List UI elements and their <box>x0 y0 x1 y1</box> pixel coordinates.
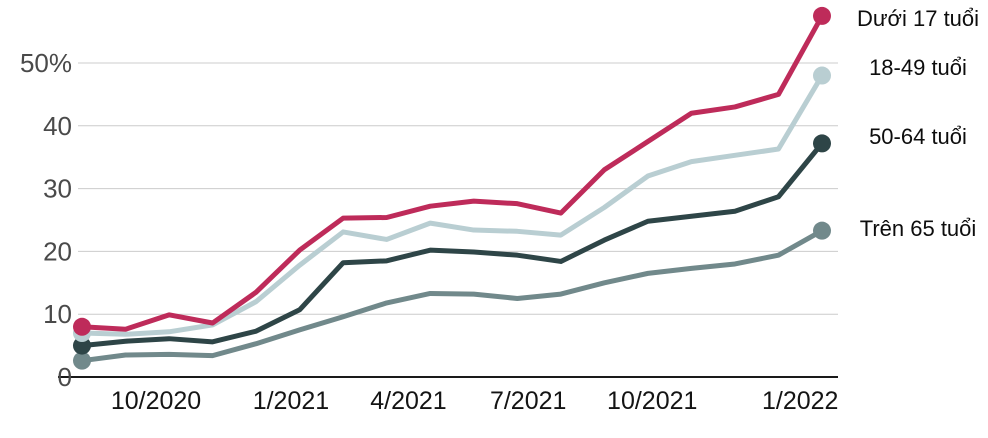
series-start-dot-over-65 <box>73 351 91 370</box>
y-tick-label: 40 <box>43 111 72 141</box>
series-start-dot-50-64 <box>73 336 91 355</box>
x-tick-label: 1/2022 <box>762 387 838 415</box>
x-tick-label: 7/2021 <box>490 387 566 415</box>
series-line-50-64 <box>79 140 825 349</box>
series-end-dot-under-17 <box>813 6 831 25</box>
y-tick-label: 10 <box>43 299 72 329</box>
series-end-dot-50-64 <box>813 134 831 153</box>
x-tick-label: 4/2021 <box>370 387 446 415</box>
series-end-dot-over-65 <box>813 221 831 240</box>
series-end-dot-18-49 <box>813 66 831 85</box>
legend-label-over-65: Trên 65 tuổi <box>859 216 977 241</box>
legend-label-18-49: 18-49 tuổi <box>869 55 967 80</box>
series-line-under-17 <box>79 13 825 332</box>
x-tick-label: 1/2021 <box>253 387 329 415</box>
series-line-over-65 <box>79 228 825 364</box>
x-tick-label: 10/2020 <box>111 387 201 415</box>
series-line-18-49 <box>79 73 825 337</box>
y-tick-label: 50% <box>20 48 72 78</box>
series-start-dot-under-17 <box>73 317 91 336</box>
y-tick-label: 20 <box>43 236 72 266</box>
y-tick-label: 0 <box>58 362 72 392</box>
legend-label-50-64: 50-64 tuổi <box>869 124 967 149</box>
x-tick-label: 10/2021 <box>607 387 697 415</box>
legend-label-under-17: Dưới 17 tuổi <box>856 6 980 31</box>
y-tick-label: 30 <box>43 174 72 204</box>
